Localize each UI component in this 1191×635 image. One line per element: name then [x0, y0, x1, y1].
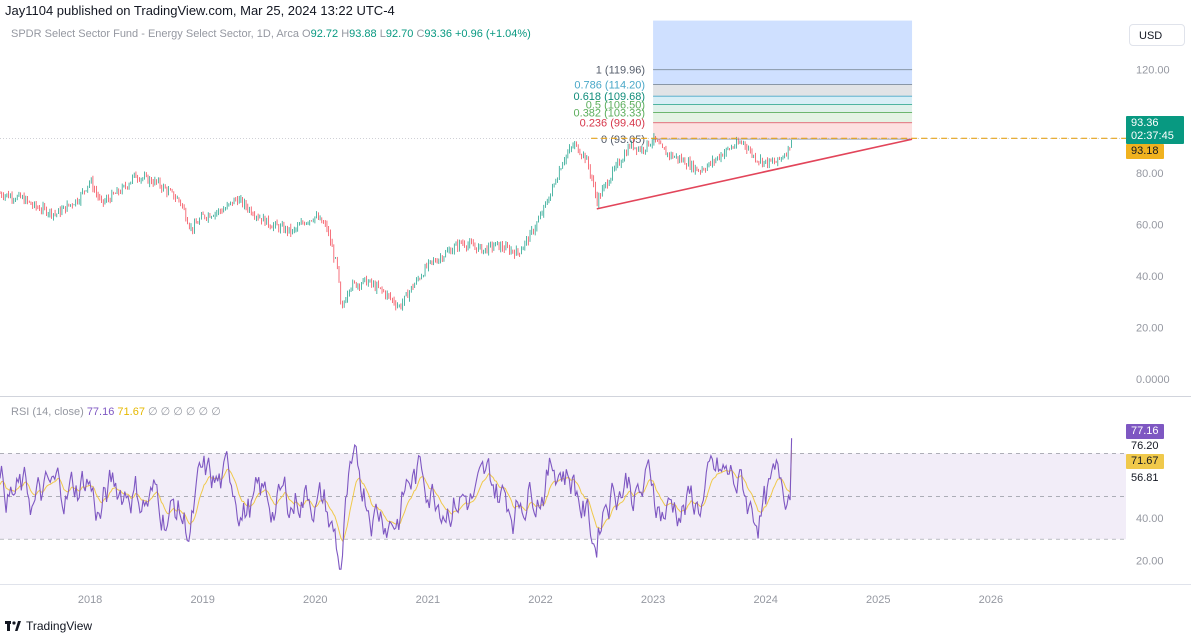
- low-value: 92.70: [385, 28, 414, 40]
- high-label: H: [341, 28, 350, 40]
- currency-selector[interactable]: USD: [1129, 24, 1185, 46]
- high-value: 93.88: [349, 28, 377, 40]
- bar-countdown: 02:37:45: [1131, 130, 1174, 142]
- secondary-price-tag: 93.18: [1126, 144, 1164, 159]
- tradingview-logo-icon: [5, 621, 21, 631]
- time-axis-tick: 2024: [753, 594, 777, 606]
- close-label: C: [416, 28, 425, 40]
- time-axis-tick: 2026: [979, 594, 1003, 606]
- time-axis-tick: 2019: [190, 594, 214, 606]
- rsi-pane: 20.00 40.00: [0, 438, 1164, 570]
- fib-level-label: 0.786 (114.20): [574, 80, 645, 92]
- price-axis-tick: 120.00: [1136, 65, 1170, 77]
- price-series: [0, 133, 792, 311]
- fibonacci-retracement: 1 (119.96)0.786 (114.20)0.618 (109.68)0.…: [574, 20, 913, 146]
- time-axis: 2018 2019 2020 2021 2022 2023 2024 2025 2026: [78, 594, 1003, 606]
- price-axis-tick: 20.00: [1136, 323, 1164, 335]
- low-label: L: [379, 28, 386, 40]
- price-axis-tick: 80.00: [1136, 168, 1164, 180]
- fib-zone: [653, 104, 913, 113]
- fib-zone: [653, 122, 913, 140]
- symbol-legend: SPDR Select Sector Fund - Energy Select …: [11, 28, 531, 40]
- rsi-ma-value: 71.67: [117, 406, 145, 418]
- rsi-value: 77.16: [86, 406, 115, 418]
- close-value: 93.36: [424, 28, 452, 40]
- rsi-axis-tick: 20.00: [1136, 556, 1164, 568]
- rsi-legend: RSI (14, close) 77.16 71.67 ∅ ∅ ∅ ∅ ∅ ∅: [11, 405, 221, 418]
- tradingview-brand[interactable]: TradingView: [5, 619, 92, 633]
- open-label: O: [302, 28, 311, 40]
- last-price-value: 93.36: [1131, 117, 1159, 129]
- fib-zone: [653, 69, 913, 85]
- rsi-axis-tick: 40.00: [1136, 513, 1164, 525]
- price-axis-tick: 0.0000: [1136, 374, 1170, 386]
- fib-level-label: 0.382 (103.33): [574, 108, 646, 120]
- open-value: 92.72: [310, 28, 339, 40]
- fib-zone: [653, 84, 913, 97]
- support-trendline: [596, 138, 913, 210]
- trendline-layer: [0, 137, 1126, 210]
- rsi-ma-tag: 71.67: [1126, 454, 1164, 469]
- rsi-empty-values: ∅ ∅ ∅ ∅ ∅ ∅: [148, 406, 221, 418]
- fib-zone: [653, 112, 913, 123]
- fib-level-label: 0.236 (99.40): [580, 118, 645, 130]
- time-axis-tick: 2025: [866, 594, 890, 606]
- fib-level-label: 0 (93.05): [601, 134, 645, 146]
- last-price-tag: 93.36 02:37:45: [1126, 116, 1184, 144]
- change-value: +0.96 (+1.04%): [455, 28, 531, 40]
- rsi-mid-tag: 56.81: [1131, 472, 1159, 484]
- price-axis-tick: 40.00: [1136, 271, 1164, 283]
- time-axis-tick: 2022: [528, 594, 552, 606]
- fib-level-label: 0.5 (106.50): [586, 99, 645, 111]
- symbol-name[interactable]: SPDR Select Sector Fund - Energy Select …: [11, 28, 299, 40]
- publish-header: Jay1104 published on TradingView.com, Ma…: [5, 3, 395, 18]
- rsi-value-tag: 77.16: [1126, 424, 1164, 439]
- time-axis-tick: 2020: [303, 594, 327, 606]
- rsi-label[interactable]: RSI (14, close): [11, 406, 84, 418]
- brand-name: TradingView: [26, 619, 93, 633]
- fib-cap-zone: [653, 20, 913, 70]
- time-axis-tick: 2021: [416, 594, 440, 606]
- fib-level-label: 1 (119.96): [596, 65, 645, 77]
- rsi-line: [0, 438, 793, 570]
- rsi-level-tag: 76.20: [1131, 440, 1159, 452]
- fib-zone: [653, 96, 913, 105]
- time-axis-tick: 2023: [641, 594, 665, 606]
- time-axis-tick: 2018: [78, 594, 102, 606]
- price-axis-tick: 60.00: [1136, 219, 1164, 231]
- fib-level-label: 0.618 (109.68): [574, 91, 646, 103]
